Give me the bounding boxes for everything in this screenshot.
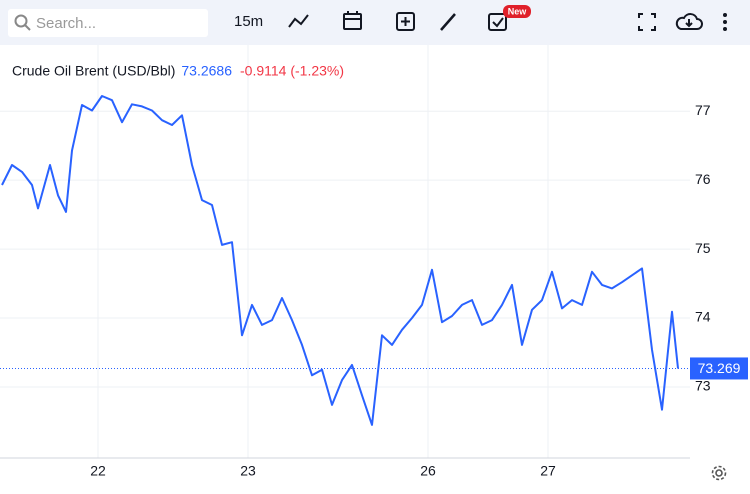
y-tick-label: 74 [695,309,711,325]
last-price: 73.2686 [181,63,232,79]
search-icon [24,24,31,31]
interval[interactable]: 15m [234,13,263,30]
x-tick-label: 26 [420,463,436,479]
y-tick-label: 77 [695,102,711,118]
x-tick-label: 27 [540,463,556,479]
y-tick-label: 76 [695,171,711,187]
save-icon[interactable] [675,13,703,30]
calendar-icon[interactable] [343,11,362,30]
add-icon[interactable] [396,12,415,31]
alert-icon[interactable] [488,13,507,31]
price-tag-label: 73.269 [698,360,741,376]
search-placeholder: Search... [36,15,96,32]
x-tick-label: 22 [90,463,106,479]
price-line-series [1,95,679,426]
y-tick-label: 73 [695,378,711,394]
badge-text: New [508,6,528,16]
price-tag [690,357,748,380]
fullscreen-icon[interactable] [638,13,656,31]
chart-title: Crude Oil Brent (USD/Bbl) [12,63,175,79]
chart-type-icon[interactable] [288,14,309,28]
search-box[interactable] [8,9,208,37]
search-icon [14,14,28,28]
badge [503,5,531,18]
draw-icon[interactable] [440,13,456,31]
settings-icon[interactable] [711,465,727,481]
price-change: -0.9114 (-1.23%) [240,63,344,79]
x-tick-label: 23 [240,463,256,479]
menu-icon[interactable] [723,13,727,31]
y-tick-label: 75 [695,240,711,256]
